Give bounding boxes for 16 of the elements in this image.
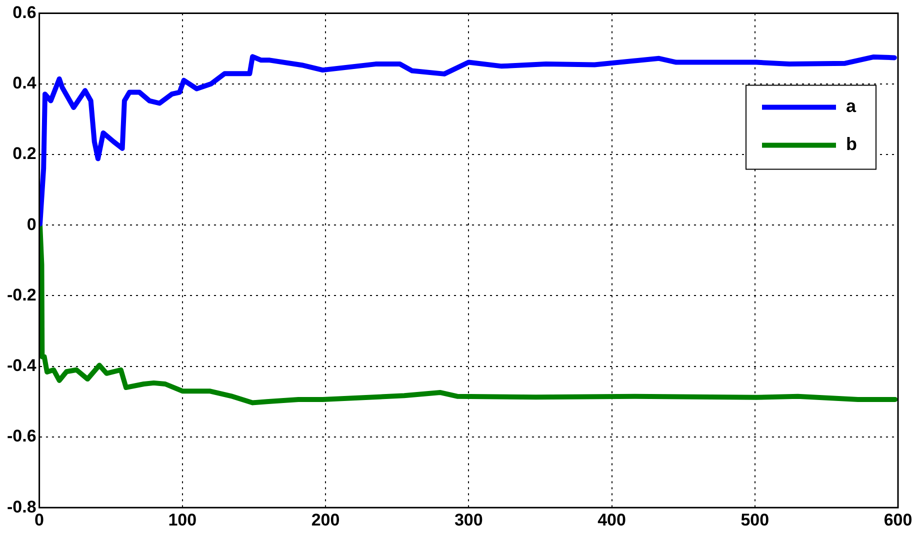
y-tick-label: 0.2 <box>12 144 36 164</box>
x-tick-label: 100 <box>168 510 197 530</box>
y-tick-label: -0.8 <box>6 497 36 516</box>
y-tick-label: 0.6 <box>12 2 36 22</box>
y-tick-label: 0.4 <box>12 74 37 93</box>
legend-label: a <box>846 96 857 116</box>
x-tick-label: 400 <box>598 510 626 530</box>
legend-label: b <box>846 134 857 154</box>
y-tick-label: -0.6 <box>6 426 36 446</box>
y-tick-label: -0.2 <box>6 285 36 304</box>
x-tick-label: 600 <box>884 510 912 530</box>
y-tick-label: -0.4 <box>6 356 37 376</box>
x-tick-label: 500 <box>740 510 770 530</box>
x-tick-label: 300 <box>454 510 483 530</box>
y-tick-label: 0 <box>26 214 36 234</box>
x-tick-label: 200 <box>311 510 340 530</box>
